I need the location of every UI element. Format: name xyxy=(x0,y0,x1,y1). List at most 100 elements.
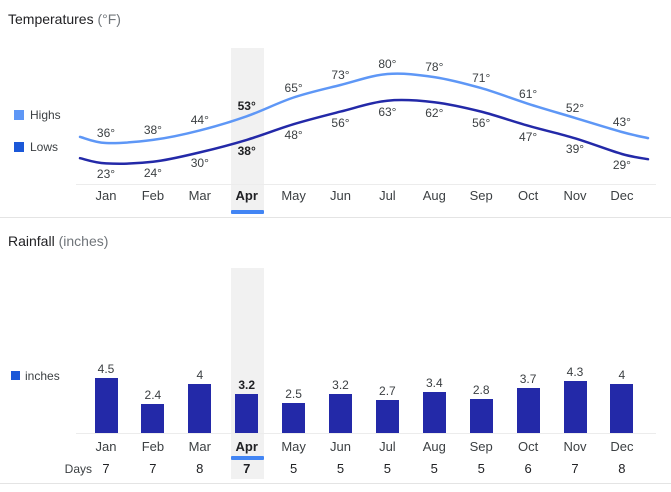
high-value-jun: 73° xyxy=(331,67,350,82)
temp-month-aug[interactable]: Aug xyxy=(422,188,446,203)
rainfall-title-text: Rainfall xyxy=(8,233,55,249)
lows-legend-swatch xyxy=(14,142,24,152)
low-value-sep: 56° xyxy=(472,115,491,130)
low-value-nov: 39° xyxy=(565,142,585,157)
days-value-jul: 5 xyxy=(383,461,391,476)
rain-month-nov[interactable]: Nov xyxy=(563,439,587,454)
high-value-mar: 44° xyxy=(190,113,209,128)
temp-month-feb[interactable]: Feb xyxy=(141,188,165,203)
rain-value-feb: 2.4 xyxy=(144,387,162,402)
rainfall-title-unit: (inches) xyxy=(58,233,109,249)
rain-bar-dec[interactable] xyxy=(610,384,634,433)
high-value-oct: 61° xyxy=(519,86,538,101)
low-value-apr: 38° xyxy=(237,143,256,158)
rain-bar-mar[interactable] xyxy=(188,384,212,433)
rainfall-title: Rainfall (inches) xyxy=(8,233,108,249)
temp-month-sep[interactable]: Sep xyxy=(469,188,493,203)
rain-bar-jul[interactable] xyxy=(375,400,399,433)
temp-selected-month-underline xyxy=(231,210,264,214)
rain-month-apr[interactable]: Apr xyxy=(235,439,258,454)
rain-bar-apr[interactable] xyxy=(235,393,259,433)
temp-axis-line xyxy=(76,184,656,185)
rain-value-jul: 2.7 xyxy=(379,384,396,399)
temp-month-apr[interactable]: Apr xyxy=(235,188,258,203)
section-divider xyxy=(0,217,671,218)
low-value-jul: 63° xyxy=(378,104,397,119)
rain-selected-month-underline xyxy=(231,456,264,460)
rain-value-apr: 3.2 xyxy=(238,377,256,392)
low-value-jun: 56° xyxy=(331,115,350,130)
temp-month-dec[interactable]: Dec xyxy=(610,188,634,203)
high-value-aug: 78° xyxy=(425,60,444,75)
rain-month-jan[interactable]: Jan xyxy=(95,439,117,454)
rain-value-may: 2.5 xyxy=(285,386,302,401)
rain-month-feb[interactable]: Feb xyxy=(141,439,165,454)
days-value-apr: 7 xyxy=(243,461,251,476)
low-value-feb: 24° xyxy=(143,165,162,180)
high-value-feb: 38° xyxy=(143,122,162,137)
days-value-oct: 6 xyxy=(524,461,532,476)
rain-month-mar[interactable]: Mar xyxy=(188,439,211,454)
rain-value-jan: 4.5 xyxy=(97,362,115,377)
days-value-jun: 5 xyxy=(336,461,345,476)
high-value-dec: 43° xyxy=(612,115,631,130)
days-value-mar: 8 xyxy=(196,461,204,476)
rain-month-sep[interactable]: Sep xyxy=(469,439,493,454)
temp-month-oct[interactable]: Oct xyxy=(517,188,539,203)
temp-selected-month-band xyxy=(231,48,264,210)
lows-legend-label: Lows xyxy=(30,140,59,154)
high-value-apr: 53° xyxy=(237,99,256,114)
rain-bar-jun[interactable] xyxy=(329,393,352,433)
rain-value-aug: 3.4 xyxy=(425,375,443,390)
temp-month-jul[interactable]: Jul xyxy=(379,188,396,203)
days-value-jan: 7 xyxy=(102,461,110,476)
rain-value-nov: 4.3 xyxy=(566,364,584,379)
high-value-jul: 80° xyxy=(378,57,397,71)
low-value-dec: 29° xyxy=(612,157,631,172)
temperatures-title-unit: (°F) xyxy=(97,11,121,27)
highs-legend-swatch xyxy=(14,110,24,120)
days-value-nov: 7 xyxy=(571,461,579,476)
days-value-dec: 8 xyxy=(618,461,626,476)
rain-value-dec: 4 xyxy=(618,368,626,383)
temp-month-nov[interactable]: Nov xyxy=(563,188,587,203)
temperatures-title: Temperatures (°F) xyxy=(8,11,121,27)
temp-month-jun[interactable]: Jun xyxy=(330,188,351,203)
highs-legend-label: Highs xyxy=(30,108,61,122)
rain-value-sep: 2.8 xyxy=(472,382,490,397)
high-value-jan: 36° xyxy=(96,125,116,140)
low-value-mar: 30° xyxy=(190,156,209,171)
rain-bar-feb[interactable] xyxy=(141,403,165,433)
rain-bar-nov[interactable] xyxy=(563,380,587,433)
rain-selected-month-band xyxy=(231,268,264,479)
rain-bar-may[interactable] xyxy=(282,402,306,433)
temp-month-jan[interactable]: Jan xyxy=(95,188,117,203)
temp-month-mar[interactable]: Mar xyxy=(188,188,211,203)
days-row-label: Days xyxy=(64,462,92,476)
low-value-oct: 47° xyxy=(519,129,538,144)
rain-month-aug[interactable]: Aug xyxy=(422,439,446,454)
days-value-feb: 7 xyxy=(149,461,157,476)
inches-legend-swatch xyxy=(11,371,20,380)
rain-bar-aug[interactable] xyxy=(422,391,446,433)
rain-month-jun[interactable]: Jun xyxy=(330,439,351,454)
rain-month-jul[interactable]: Jul xyxy=(379,439,396,454)
rain-month-dec[interactable]: Dec xyxy=(610,439,634,454)
rain-month-may[interactable]: May xyxy=(281,439,306,454)
rain-month-oct[interactable]: Oct xyxy=(517,439,539,454)
rain-value-jun: 3.2 xyxy=(332,377,349,392)
rain-bar-oct[interactable] xyxy=(516,387,540,433)
temperatures-title-text: Temperatures xyxy=(8,11,94,27)
temp-month-may[interactable]: May xyxy=(281,188,306,203)
high-value-may: 65° xyxy=(284,80,303,95)
days-value-sep: 5 xyxy=(477,461,485,476)
high-value-sep: 71° xyxy=(472,71,491,86)
rain-bar-sep[interactable] xyxy=(469,398,493,433)
low-value-jan: 23° xyxy=(96,167,116,182)
inches-legend-label: inches xyxy=(25,369,60,383)
days-value-may: 5 xyxy=(289,461,298,476)
rain-axis-line xyxy=(76,433,656,434)
rain-bar-jan[interactable] xyxy=(94,378,118,433)
rain-value-mar: 4 xyxy=(196,368,204,383)
